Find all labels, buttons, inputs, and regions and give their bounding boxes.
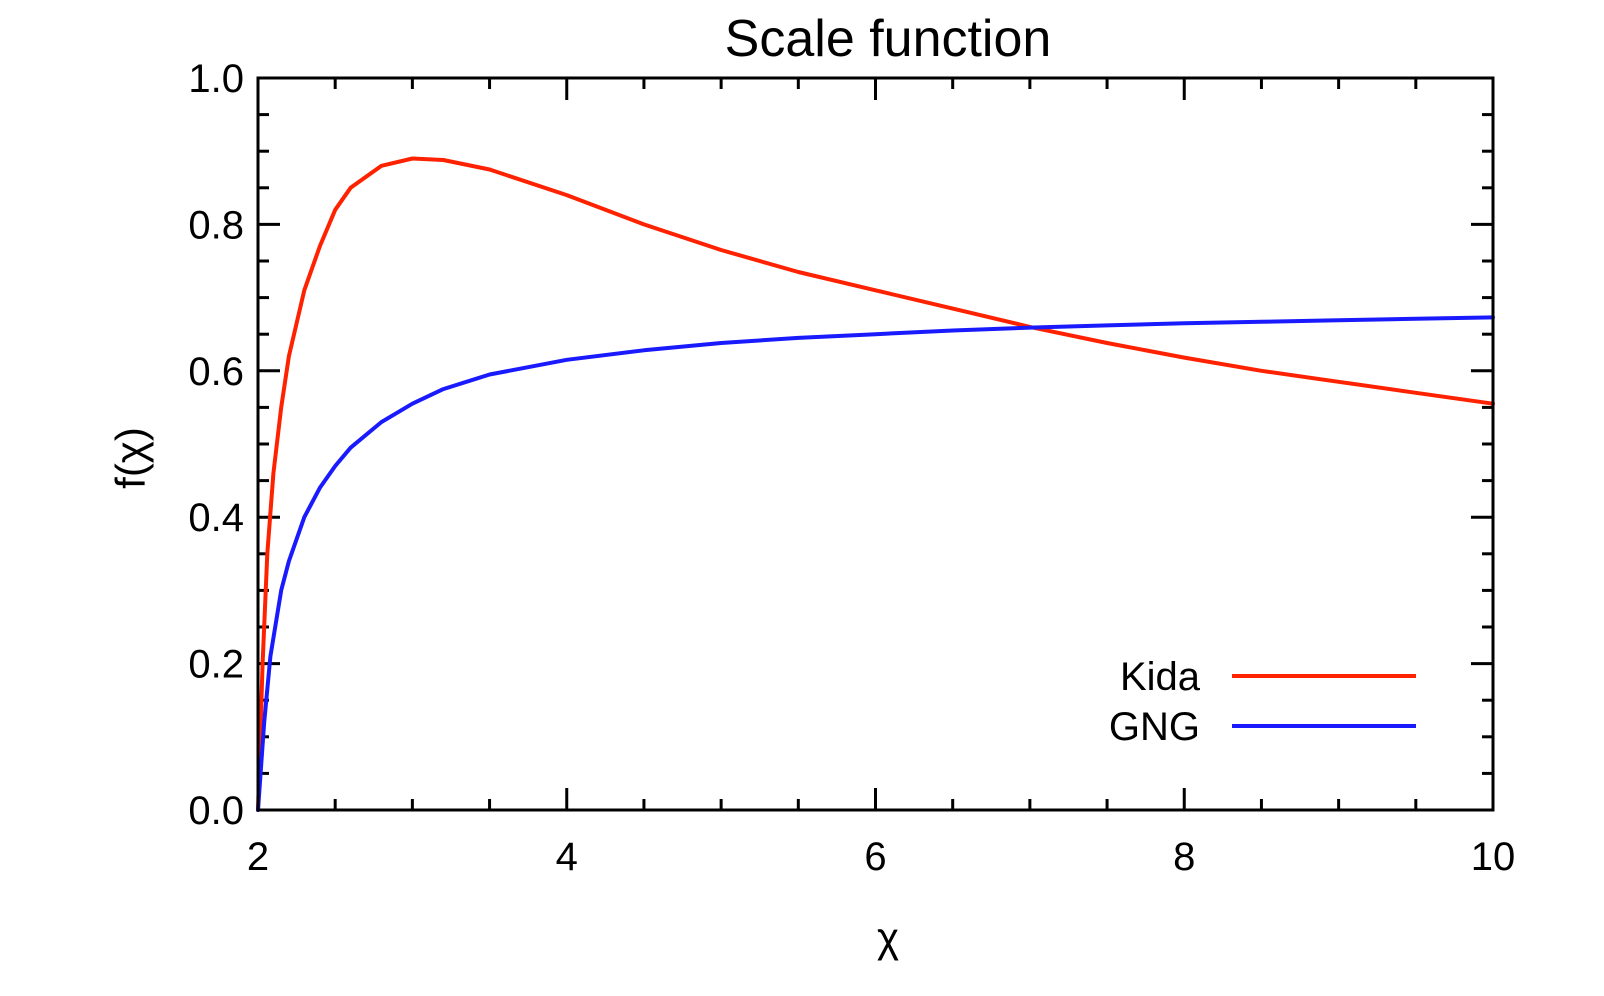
x-tick-label: 6 [864, 835, 886, 879]
y-tick-label: 0.4 [188, 496, 244, 540]
x-axis-label: χ [877, 914, 899, 961]
x-tick-label: 2 [247, 835, 269, 879]
series-line-kida [256, 156, 1495, 812]
y-tick-label: 0.6 [188, 350, 244, 394]
legend-label-kida: Kida [1120, 655, 1201, 699]
ticks-layer: 2 4 6 8 10 0.0 0.2 0.4 0.6 0.8 1.0 [188, 57, 1515, 879]
y-tick-label: 0.2 [188, 643, 244, 687]
plot-frame [256, 76, 1495, 812]
series-layer [256, 156, 1495, 812]
legend-label-gng: GNG [1109, 705, 1200, 749]
y-tick-label: 1.0 [188, 57, 244, 101]
y-tick-label: 0.8 [188, 203, 244, 247]
x-tick-label: 10 [1471, 835, 1516, 879]
legend: Kida GNG [1109, 655, 1416, 749]
series-line-gng [256, 315, 1495, 812]
y-axis-label: f(χ) [107, 427, 154, 489]
x-tick-label: 4 [556, 835, 578, 879]
y-tick-label: 0.0 [188, 789, 244, 833]
x-tick-label: 8 [1173, 835, 1195, 879]
chart-title: Scale function [725, 10, 1052, 68]
